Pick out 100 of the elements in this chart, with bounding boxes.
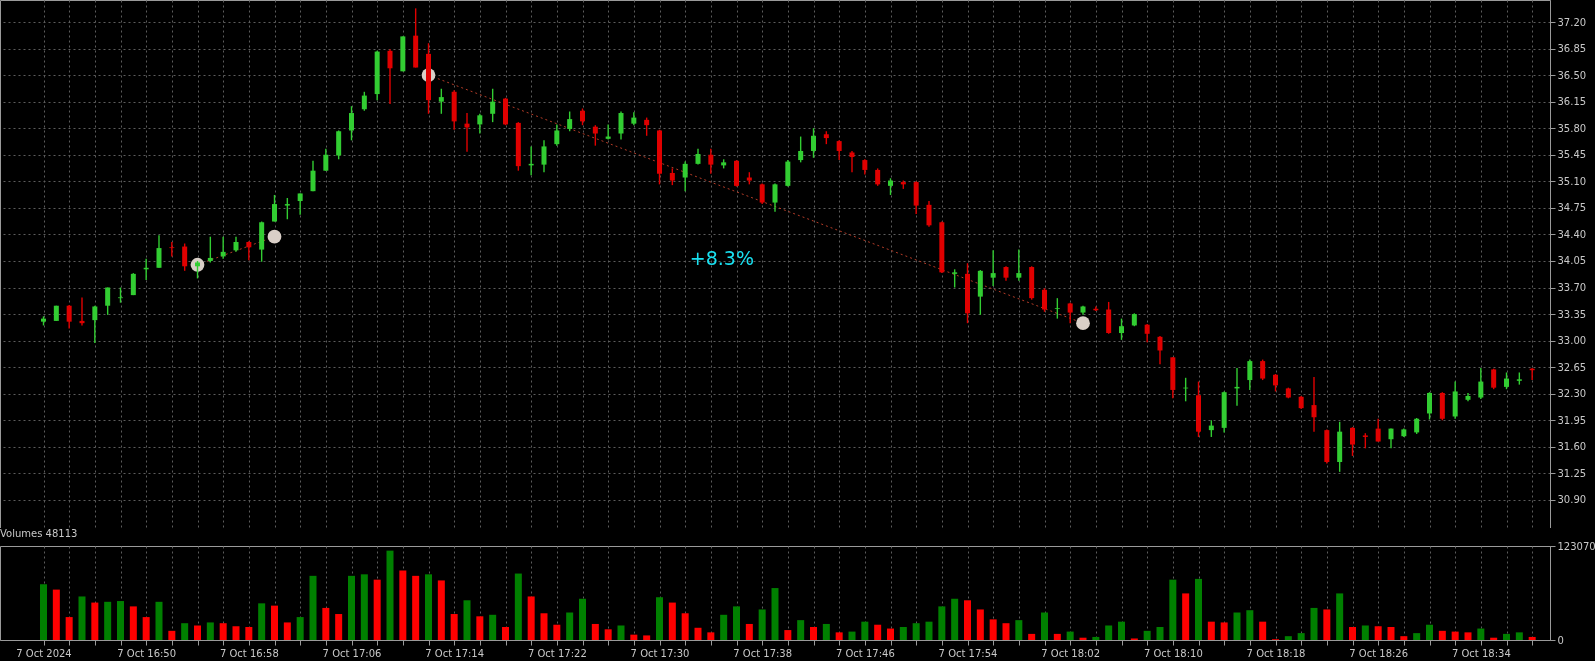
y-tick-label: 34.05 [1557, 255, 1587, 267]
candlestick [1054, 297, 1060, 320]
candlestick [92, 305, 98, 344]
bar [1246, 610, 1254, 640]
candlestick [310, 160, 316, 192]
bar [964, 600, 971, 640]
bar [463, 600, 471, 640]
x-tick-label: 7 Oct 18:10 [1143, 647, 1203, 659]
candlestick [1311, 376, 1317, 433]
bar [951, 598, 959, 640]
bar [296, 617, 304, 640]
bar [1066, 631, 1074, 640]
x-tick-label: 7 Oct 16:58 [219, 647, 279, 659]
bar [386, 550, 394, 640]
bar [1503, 633, 1510, 640]
bar [720, 614, 728, 640]
bar [784, 630, 792, 640]
bar [848, 631, 856, 640]
candlestick [246, 240, 252, 261]
bar [514, 573, 522, 640]
bar [360, 574, 368, 640]
bar [745, 623, 753, 640]
bar [733, 606, 740, 640]
bar [309, 575, 317, 640]
bar [1310, 607, 1318, 640]
bar [643, 635, 651, 640]
bar [181, 623, 189, 640]
y-tick-label: 35.80 [1557, 122, 1587, 134]
x-tick-label: 7 Oct 17:30 [630, 647, 690, 659]
bar [822, 623, 830, 640]
bar [129, 606, 137, 640]
bar [168, 630, 176, 640]
bar [810, 627, 817, 640]
bar [912, 623, 920, 640]
y-tick-label: 0 [1557, 634, 1564, 646]
bar [771, 588, 779, 640]
x-tick-label: 7 Oct 17:22 [527, 647, 587, 659]
bar [1374, 626, 1382, 640]
candlestick [849, 150, 855, 173]
y-tick-label: 31.25 [1557, 467, 1587, 479]
y-tick-label: 35.10 [1557, 175, 1587, 187]
bar [1413, 633, 1421, 640]
bar [232, 626, 240, 640]
candlestick [284, 197, 290, 220]
y-tick-label: 32.30 [1557, 388, 1587, 400]
bar [335, 614, 343, 640]
candlestick [592, 124, 598, 147]
bar [591, 623, 599, 640]
bar [1426, 624, 1433, 640]
candlestick [708, 147, 714, 175]
bar [1451, 631, 1459, 640]
bar [1028, 633, 1036, 640]
bar [476, 616, 484, 640]
y-tick-label: 34.75 [1557, 202, 1587, 214]
candlestick [387, 48, 393, 105]
y-tick-label: 31.60 [1557, 441, 1587, 453]
x-tick-label: 7 Oct 17:54 [938, 647, 998, 659]
y-tick-label: 36.85 [1557, 43, 1587, 55]
bar [1092, 636, 1100, 640]
candlestick [1247, 358, 1253, 391]
bar [502, 627, 509, 640]
bar [91, 602, 99, 640]
candlestick [207, 235, 213, 264]
bar [399, 570, 407, 640]
bar [1156, 627, 1164, 640]
bar [1015, 620, 1023, 640]
bar [78, 596, 86, 640]
bar [976, 609, 984, 640]
bar [925, 621, 933, 640]
bar [579, 598, 586, 640]
candlestick [1427, 391, 1432, 421]
bar [322, 607, 330, 640]
y-tick-label: 31.95 [1557, 414, 1587, 426]
y-tick-label: 33.00 [1557, 335, 1587, 347]
bar [1349, 627, 1356, 640]
x-tick-label: 7 Oct 17:06 [322, 647, 382, 659]
bar [117, 601, 124, 640]
candlestick [836, 139, 842, 161]
bar [219, 623, 227, 640]
candlestick [682, 160, 688, 192]
x-tick-label: 7 Oct 17:38 [733, 647, 793, 659]
bar [1336, 593, 1344, 640]
candlestick [272, 194, 277, 223]
y-tick-label: 30.90 [1557, 494, 1587, 506]
bar [617, 625, 625, 640]
annotation: +8.3% [689, 247, 754, 269]
candlestick [1106, 301, 1112, 335]
candlestick [477, 113, 483, 135]
candlestick [182, 242, 188, 272]
candlestick [297, 192, 303, 216]
candlestick [66, 304, 72, 330]
bar [1259, 621, 1267, 640]
bar [1284, 636, 1292, 640]
candlestick [1350, 426, 1355, 457]
bar [540, 613, 548, 640]
y-tick-label: 35.45 [1557, 149, 1587, 161]
candlestick [438, 88, 444, 115]
candlestick [811, 127, 816, 159]
bar [65, 617, 73, 640]
bar [527, 596, 535, 640]
